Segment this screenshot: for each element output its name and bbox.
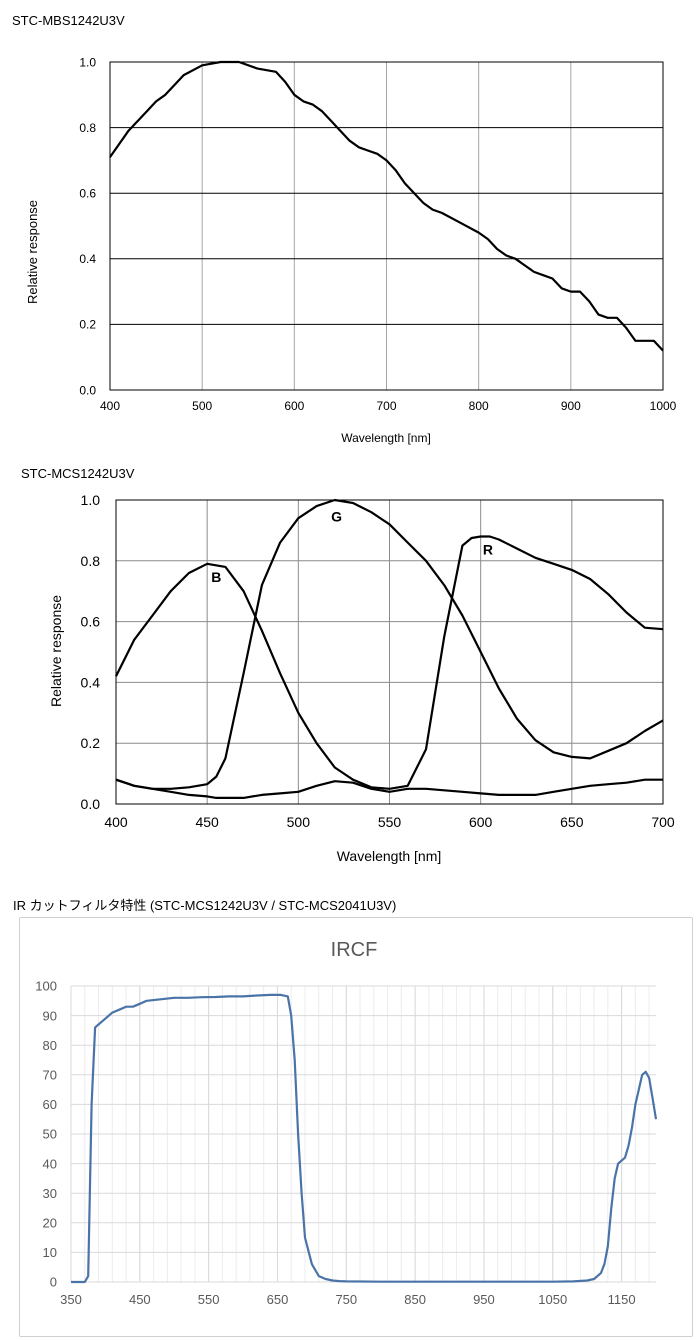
x-tick-label: 650 bbox=[560, 814, 584, 830]
series-line-0 bbox=[109, 60, 664, 352]
x-tick-label: 600 bbox=[469, 814, 493, 830]
x-tick-label: 550 bbox=[378, 814, 402, 830]
y-tick-label: 0.0 bbox=[79, 383, 96, 397]
series-line-0 bbox=[71, 993, 658, 1284]
y-tick-label: 0 bbox=[50, 1275, 57, 1290]
y-tick-label: 40 bbox=[43, 1156, 57, 1171]
mono-xlabel: Wavelength [nm] bbox=[341, 431, 431, 445]
y-tick-label: 0.4 bbox=[81, 674, 101, 690]
x-tick-label: 350 bbox=[60, 1292, 82, 1307]
series-line-B bbox=[115, 778, 663, 799]
y-tick-label: 0.2 bbox=[79, 318, 96, 332]
plot-frame bbox=[109, 61, 664, 391]
y-tick-label: 0.0 bbox=[81, 796, 101, 812]
y-tick-label: 100 bbox=[35, 979, 57, 994]
x-tick-label: 500 bbox=[192, 399, 212, 413]
x-tick-label: 850 bbox=[404, 1292, 426, 1307]
chart-heading-color: STC-MCS1242U3V bbox=[21, 466, 135, 481]
y-tick-label: 50 bbox=[43, 1127, 57, 1142]
series-line-R bbox=[115, 535, 664, 790]
x-tick-label: 750 bbox=[335, 1292, 357, 1307]
x-tick-label: 800 bbox=[469, 399, 489, 413]
ircf-chart: IRCF 350 450 550 650 750 850 950 1050 1150 0 10 20 3… bbox=[35, 939, 658, 1307]
y-tick-label: 80 bbox=[43, 1038, 57, 1053]
x-tick-label: 1000 bbox=[650, 399, 677, 413]
y-tick-label: 70 bbox=[43, 1067, 57, 1082]
y-tick-label: 20 bbox=[43, 1215, 57, 1230]
mono-ylabel: Relative response bbox=[25, 200, 40, 304]
x-tick-label: 950 bbox=[473, 1292, 495, 1307]
x-tick-label: 500 bbox=[287, 814, 311, 830]
y-tick-label: 90 bbox=[43, 1008, 57, 1023]
x-tick-label: 400 bbox=[104, 814, 128, 830]
x-tick-label: 1050 bbox=[538, 1292, 567, 1307]
y-tick-label: 10 bbox=[43, 1245, 57, 1260]
x-tick-label: 900 bbox=[561, 399, 581, 413]
x-tick-label: 400 bbox=[100, 399, 120, 413]
x-tick-label: 600 bbox=[284, 399, 304, 413]
series-label-G: G bbox=[331, 508, 342, 524]
color-ylabel: Relative response bbox=[48, 595, 64, 707]
y-tick-label: 0.8 bbox=[79, 121, 96, 135]
plot-frame bbox=[115, 499, 664, 805]
y-tick-label: 0.2 bbox=[81, 735, 101, 751]
y-tick-label: 1.0 bbox=[79, 55, 96, 69]
x-tick-label: 1150 bbox=[608, 1292, 636, 1307]
ircf-chart-title: IRCF bbox=[331, 939, 378, 961]
y-tick-label: 30 bbox=[43, 1186, 57, 1201]
x-tick-label: 700 bbox=[376, 399, 396, 413]
color-response-chart: 400 450 500 550 600 650 7000.00.20.40.60.81.0 … bbox=[48, 492, 675, 864]
series-label-B: B bbox=[211, 569, 221, 585]
mono-response-chart: 400 500 600 700 800 900 1000 0.0 0.2 0.4 0.6 0.8 1.0… bbox=[25, 55, 677, 445]
x-tick-label: 450 bbox=[195, 814, 219, 830]
y-tick-label: 0.8 bbox=[81, 553, 101, 569]
x-tick-label: 700 bbox=[651, 814, 675, 830]
y-tick-label: 60 bbox=[43, 1097, 57, 1112]
y-tick-label: 1.0 bbox=[81, 492, 101, 508]
y-tick-label: 0.6 bbox=[79, 187, 96, 201]
chart-heading-ircf: IR カットフィルタ特性 (STC-MCS1242U3V / STC-MCS20… bbox=[13, 898, 397, 913]
series-label-R: R bbox=[483, 542, 493, 558]
y-tick-label: 0.6 bbox=[81, 614, 101, 630]
series-line-G bbox=[115, 498, 664, 790]
color-xlabel: Wavelength [nm] bbox=[337, 848, 442, 864]
chart-heading-mono: STC-MBS1242U3V bbox=[12, 13, 125, 28]
x-tick-label: 450 bbox=[129, 1292, 151, 1307]
y-tick-label: 0.4 bbox=[79, 252, 96, 266]
x-tick-label: 550 bbox=[198, 1292, 220, 1307]
x-tick-label: 650 bbox=[267, 1292, 289, 1307]
